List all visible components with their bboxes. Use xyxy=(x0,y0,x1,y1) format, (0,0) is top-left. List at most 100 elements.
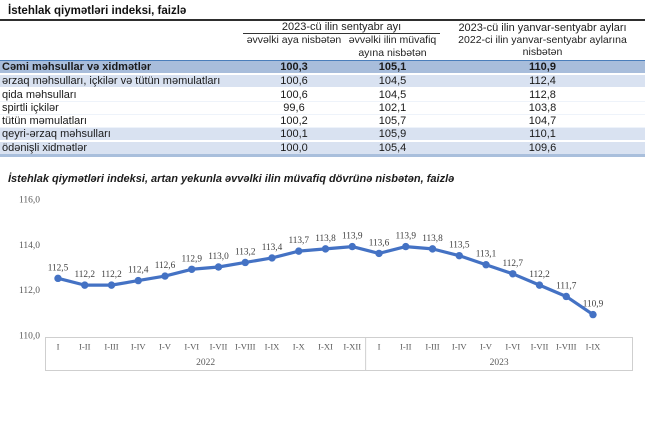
chart-point xyxy=(134,276,142,284)
row-value: 105,7 xyxy=(345,114,441,128)
chart-point-label: 113,8 xyxy=(422,233,443,243)
row-value: 100,2 xyxy=(243,114,345,128)
x-axis-tick-label: I xyxy=(378,341,381,351)
x-axis-tick-label: I-VI xyxy=(184,341,199,351)
x-axis-tick-label: I-XI xyxy=(318,341,333,351)
row-value: 110,1 xyxy=(440,127,645,142)
row-value: 103,8 xyxy=(440,101,645,115)
row-value: 109,6 xyxy=(440,140,645,157)
header-spacer xyxy=(0,34,243,61)
x-axis-tick-label: I-V xyxy=(480,341,493,351)
x-axis-tick-label: I-II xyxy=(79,341,91,351)
row-value: 112,8 xyxy=(440,87,645,102)
x-axis-tick-label: I xyxy=(57,341,60,351)
table-header-subs: əvvəlki aya nisbətən əvvəlki ilin müvafi… xyxy=(0,34,645,61)
x-axis-tick-label: I-VII xyxy=(210,341,228,351)
chart-point-label: 113,8 xyxy=(315,233,336,243)
x-axis-tick-label: I-IV xyxy=(131,341,147,351)
row-value: 104,7 xyxy=(440,114,645,128)
x-axis-tick-label: I-IV xyxy=(452,341,468,351)
header-spacer xyxy=(0,21,243,34)
column-group-jan-september: 2023-cü ilin yanvar-sentyabr ayları xyxy=(458,21,627,34)
chart-point-label: 112,2 xyxy=(101,270,122,280)
y-axis-tick-label: 112,0 xyxy=(19,286,40,296)
chart-point-label: 112,4 xyxy=(128,265,149,275)
chart-point-label: 112,9 xyxy=(181,254,202,264)
chart-point xyxy=(402,242,410,250)
year-label: 2022 xyxy=(196,358,215,368)
row-label: Cəmi məhsullar və xidmətlər xyxy=(0,59,243,75)
x-axis-tick-label: I-III xyxy=(104,341,118,351)
chart-point-label: 113,4 xyxy=(262,243,283,253)
row-value: 100,6 xyxy=(243,87,345,102)
row-value: 100,6 xyxy=(243,73,345,89)
x-axis-tick-label: I-VIII xyxy=(235,341,256,351)
year-label: 2023 xyxy=(490,358,509,368)
chart-point xyxy=(428,244,437,253)
y-axis-tick-label: 116,0 xyxy=(19,195,40,205)
row-label: ödənişli xidmətlər xyxy=(0,140,243,157)
chart-point xyxy=(321,244,330,253)
chart-point xyxy=(562,292,570,300)
chart-point-label: 112,5 xyxy=(48,263,69,273)
chart-point xyxy=(241,258,249,266)
x-axis-tick-label: I-V xyxy=(159,341,172,351)
chart-point-label: 113,5 xyxy=(449,240,470,250)
table-row: spirtli içkilər 99,6 102,1 103,8 xyxy=(0,101,645,115)
row-value: 104,5 xyxy=(345,87,441,102)
chart-point xyxy=(535,281,544,289)
row-value: 110,9 xyxy=(440,59,645,75)
row-label: spirtli içkilər xyxy=(0,101,243,115)
x-axis-tick-label: I-VI xyxy=(505,341,520,351)
row-label: qida məhsulları xyxy=(0,87,243,102)
chart-point xyxy=(295,247,303,255)
chart-point-label: 113,9 xyxy=(342,231,363,241)
subheader-prev-year-month: əvvəlki ilin müvafiq ayına nisbətən xyxy=(348,34,437,59)
row-value: 105,9 xyxy=(345,127,441,142)
chart-point-label: 113,9 xyxy=(395,231,416,241)
chart-point-label: 113,7 xyxy=(288,236,309,246)
table-row: Cəmi məhsullar və xidmətlər 100,3 105,1 110… xyxy=(0,59,645,75)
row-value: 105,4 xyxy=(345,140,441,157)
chart-point xyxy=(589,310,597,318)
row-value: 99,6 xyxy=(243,101,345,115)
chart-point-label: 112,2 xyxy=(529,270,550,280)
row-value: 100,3 xyxy=(243,59,345,75)
chart-point-label: 110,9 xyxy=(583,299,604,309)
chart-point-label: 111,7 xyxy=(556,281,577,291)
table-row: tütün məmulatları 100,2 105,7 104,7 xyxy=(0,114,645,128)
chart-point-label: 112,7 xyxy=(502,258,523,268)
table-row: qida məhsulları 100,6 104,5 112,8 xyxy=(0,87,645,102)
chart-point xyxy=(509,269,517,278)
chart-point-label: 113,0 xyxy=(208,252,229,262)
y-axis-tick-label: 110,0 xyxy=(19,331,40,341)
table-row: ödənişli xidmətlər 100,0 105,4 109,6 xyxy=(0,140,645,157)
row-value: 104,5 xyxy=(345,73,441,89)
x-axis-tick-label: I-X xyxy=(293,341,306,351)
table-title: İstehlak qiymətləri indeksi, faizlə xyxy=(0,0,645,21)
x-axis-tick-label: I-VIII xyxy=(556,341,577,351)
chart-point-label: 113,2 xyxy=(235,247,256,257)
x-axis-tick-label: I-IX xyxy=(586,341,602,351)
cpi-table: 2023-cü ilin sentyabr ayı 2023-cü ilin y… xyxy=(0,21,645,157)
chart-point-label: 113,1 xyxy=(476,249,497,259)
x-axis-tick-label: I-IX xyxy=(265,341,281,351)
row-label: ərzaq məhsulları, içkilər və tütün məmul… xyxy=(0,73,243,89)
subheader-prev-month: əvvəlki aya nisbətən xyxy=(246,34,342,46)
chart-point xyxy=(54,274,62,282)
row-value: 100,1 xyxy=(243,127,345,142)
x-axis-tick-label: I-III xyxy=(425,341,439,351)
x-axis-tick-label: I-VII xyxy=(531,341,549,351)
chart-point xyxy=(375,249,383,257)
table-row: ərzaq məhsulları, içkilər və tütün məmul… xyxy=(0,73,645,89)
chart-point xyxy=(455,251,463,259)
chart-point xyxy=(188,265,196,273)
chart-point xyxy=(214,262,223,271)
row-label: tütün məmulatları xyxy=(0,114,243,128)
x-axis-box xyxy=(45,336,633,371)
row-label: qeyri-ərzaq məhsulları xyxy=(0,127,243,142)
table-header-groups: 2023-cü ilin sentyabr ayı 2023-cü ilin y… xyxy=(0,21,645,34)
chart-point xyxy=(161,271,169,280)
